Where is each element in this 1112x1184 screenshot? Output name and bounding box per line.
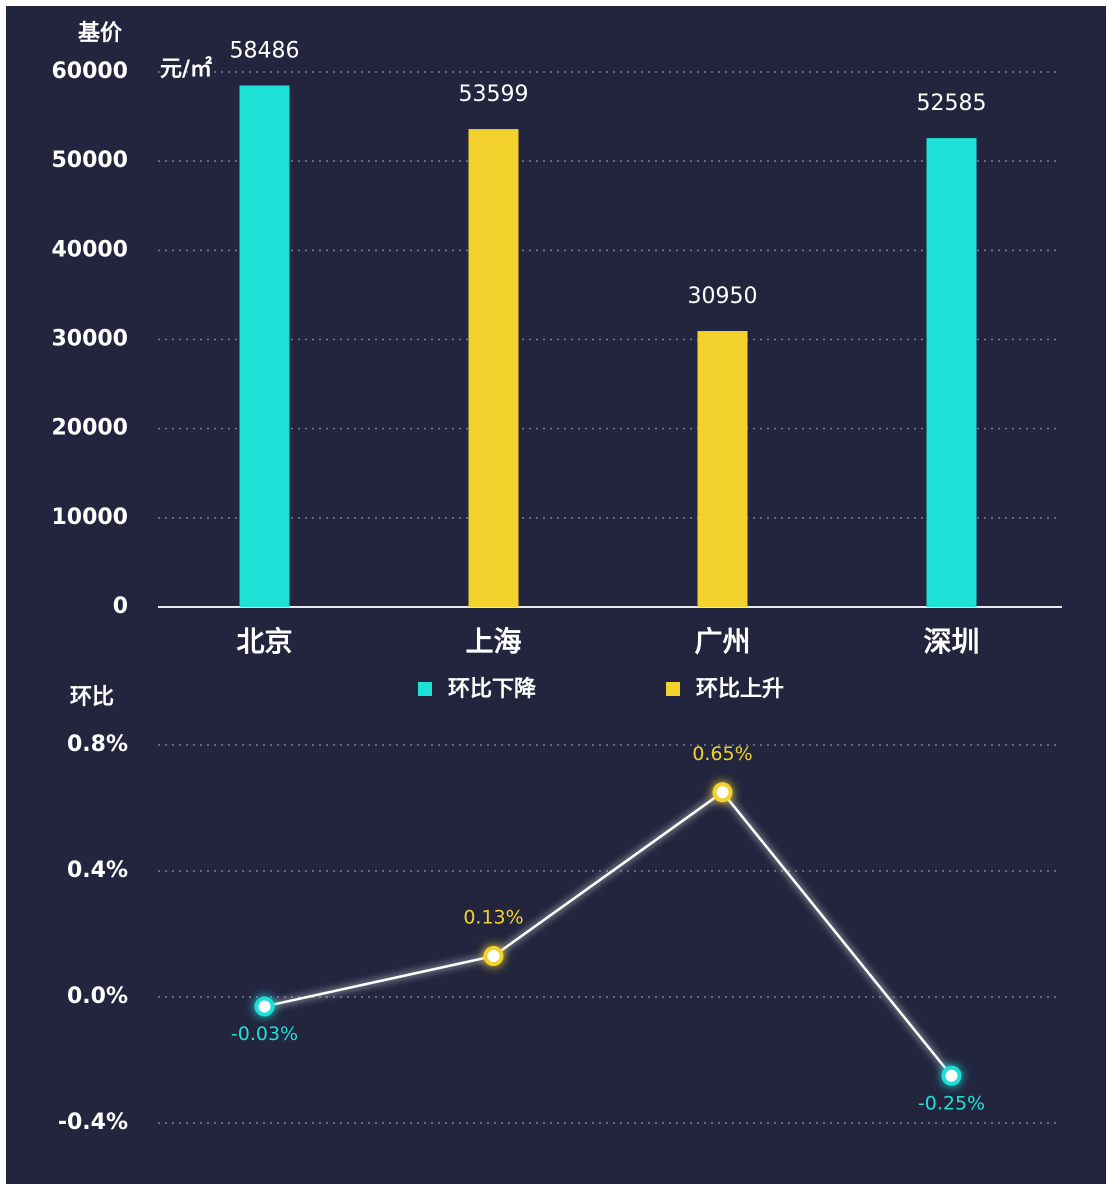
point: [254, 996, 275, 1017]
bar: [468, 129, 519, 608]
y-tick-label: -0.4%: [58, 1110, 128, 1135]
y-tick-label: 20000: [51, 416, 128, 441]
bar-value-label: 30950: [688, 284, 758, 309]
point-value-label: 0.13%: [463, 907, 523, 929]
y-axis-title: 环比: [70, 685, 114, 710]
y-tick-label: 60000: [51, 59, 128, 84]
bar: [239, 85, 290, 608]
point: [483, 946, 504, 967]
legend-label: 环比上升: [696, 677, 784, 702]
y-tick-label: 0.8%: [67, 732, 128, 757]
unit-label: 元/㎡: [160, 56, 212, 82]
x-tick-label: 广州: [694, 625, 750, 658]
y-tick-label: 40000: [51, 237, 128, 262]
point-value-label: 0.65%: [692, 743, 752, 765]
x-tick-label: 北京: [236, 625, 292, 658]
x-tick-label: 上海: [465, 625, 521, 658]
x-tick-label: 深圳: [923, 625, 979, 658]
bar: [926, 138, 977, 608]
bar-value-label: 52585: [917, 91, 987, 116]
point-value-label: -0.03%: [231, 1023, 298, 1045]
point: [712, 782, 733, 803]
y-tick-label: 50000: [51, 148, 128, 173]
bar: [697, 331, 748, 607]
point-value-label: -0.25%: [918, 1092, 985, 1114]
y-tick-label: 30000: [51, 327, 128, 352]
line: [264, 790, 953, 1077]
y-tick-label: 10000: [51, 505, 128, 530]
legend-swatch: [418, 682, 432, 696]
y-axis-title: 基价: [78, 21, 123, 46]
bar-value-label: 58486: [230, 38, 300, 63]
y-tick-label: 0.4%: [67, 858, 128, 883]
legend-label: 环比下降: [448, 677, 537, 702]
point: [941, 1065, 962, 1086]
y-tick-label: 0.0%: [67, 984, 128, 1009]
legend-swatch: [666, 682, 680, 696]
background: [6, 6, 1106, 1184]
bar-value-label: 53599: [459, 82, 529, 107]
y-tick-label: 0: [113, 594, 128, 619]
